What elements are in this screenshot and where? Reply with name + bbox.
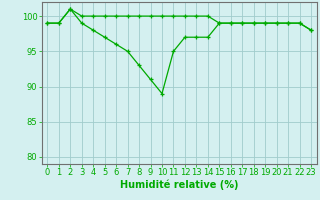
X-axis label: Humidité relative (%): Humidité relative (%) xyxy=(120,180,238,190)
